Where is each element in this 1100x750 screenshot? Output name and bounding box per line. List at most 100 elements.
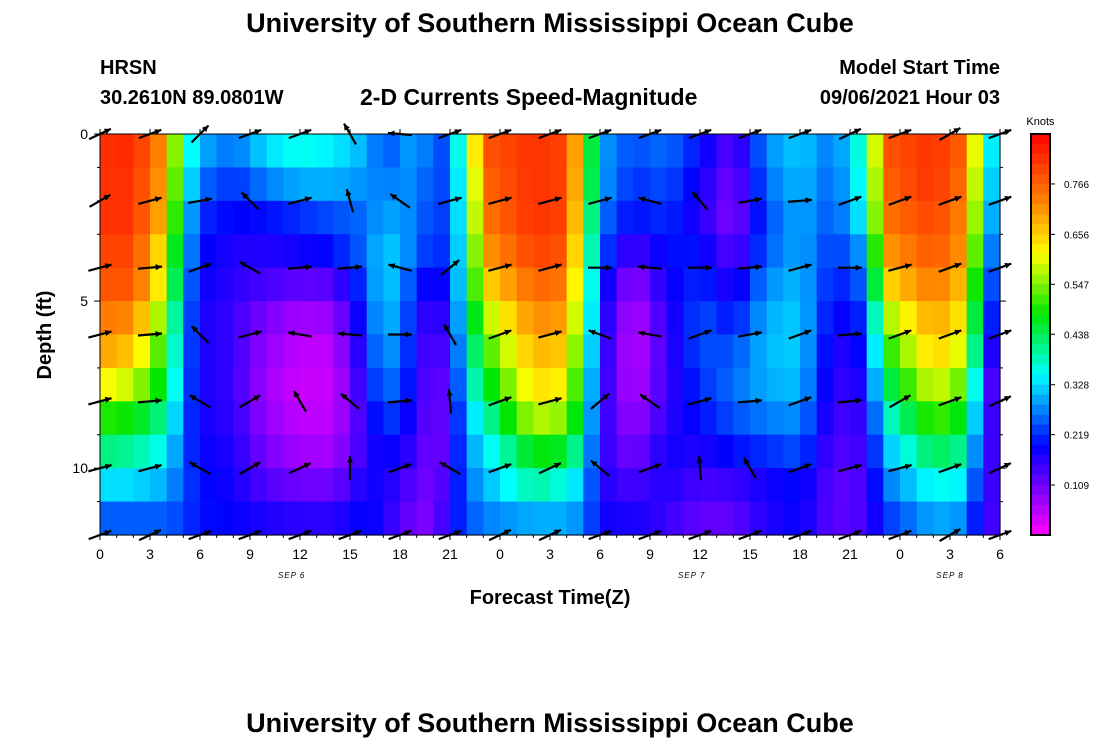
heatmap-cell (666, 134, 684, 169)
current-vector-head (854, 463, 862, 470)
heatmap-cell (966, 267, 984, 302)
heatmap-cell (266, 200, 284, 235)
current-vector-head (303, 463, 311, 469)
x-tick-label: 6 (196, 546, 204, 562)
heatmap-cell (616, 401, 634, 436)
current-vector-head (155, 397, 162, 404)
heatmap-cell (266, 401, 284, 436)
heatmap-cell (616, 367, 634, 402)
heatmap-cell (866, 267, 884, 302)
current-vector-head (804, 329, 812, 336)
heatmap-cell (916, 134, 934, 169)
heatmap-cell (700, 301, 718, 336)
current-vector-head (504, 329, 512, 336)
heatmap-cell (516, 234, 534, 269)
heatmap-cell (633, 434, 651, 469)
x-tick-label: 3 (946, 546, 954, 562)
current-vector-head (654, 129, 662, 135)
colorbar-segment (1031, 274, 1050, 285)
heatmap-cell (100, 434, 118, 469)
heatmap-cell (783, 334, 801, 369)
heatmap-cell (650, 301, 668, 336)
heatmap-cell (300, 468, 318, 503)
heatmap-cell (766, 501, 784, 536)
heatmap-cell (233, 234, 251, 269)
heatmap-cell (416, 301, 434, 336)
heatmap-cell (433, 334, 451, 369)
current-vector-head (804, 463, 812, 470)
x-tick-label: 15 (742, 546, 758, 562)
colorbar-segment (1031, 284, 1050, 296)
heatmap-cell (633, 134, 651, 169)
heatmap-cell (750, 200, 768, 235)
heatmap-cell (700, 367, 718, 402)
heatmap-cell (350, 434, 368, 469)
current-vector-head (554, 263, 562, 270)
colorbar-segment (1031, 464, 1050, 476)
heatmap-cell (666, 200, 684, 235)
heatmap-cell (500, 434, 518, 469)
heatmap-cell (616, 167, 634, 202)
y-axis-label: Depth (ft) (34, 291, 56, 380)
heatmap-cell (350, 234, 368, 269)
heatmap-cell (150, 234, 168, 269)
heatmap-cell (816, 167, 834, 202)
heatmap-cell (666, 367, 684, 402)
heatmap-cell (633, 468, 651, 503)
heatmap-cell (550, 234, 568, 269)
heatmap-cell (933, 334, 951, 369)
date-label: SEP 7 (678, 571, 705, 580)
heatmap-cell (100, 167, 118, 202)
heatmap-cell (700, 167, 718, 202)
heatmap-cell (933, 401, 951, 436)
current-vector-head (954, 262, 962, 269)
heatmap-cell (933, 434, 951, 469)
heatmap-cell (783, 234, 801, 269)
heatmap-cell (966, 301, 984, 336)
current-vector-head (904, 329, 912, 336)
heatmap-cell (766, 200, 784, 235)
heatmap-cell (750, 434, 768, 469)
heatmap-cell (100, 267, 118, 302)
heatmap-cell (233, 267, 251, 302)
heatmap-cell (850, 301, 868, 336)
heatmap-cell (633, 367, 651, 402)
heatmap-cell (683, 401, 701, 436)
heatmap-cell (316, 167, 334, 202)
heatmap-cell (900, 267, 918, 302)
heatmap-cell (500, 301, 518, 336)
heatmap-cell (133, 501, 151, 536)
heatmap-cell (300, 167, 318, 202)
colorbar-segment (1031, 474, 1050, 486)
heatmap-cell (733, 200, 751, 235)
heatmap-cell (350, 334, 368, 369)
date-label: SEP 6 (278, 571, 305, 580)
x-tick-label: 18 (392, 546, 408, 562)
heatmap-cell (433, 267, 451, 302)
current-vector-head (638, 330, 645, 337)
heatmap-cell (933, 134, 951, 169)
current-vector-head (744, 457, 750, 465)
heatmap-cell (216, 367, 234, 402)
heatmap-cell (766, 301, 784, 336)
heatmap-cell (600, 267, 618, 302)
colorbar-segment (1031, 254, 1050, 265)
heatmap-cell (716, 501, 734, 536)
current-vector-head (640, 394, 648, 401)
heatmap-cell (183, 501, 201, 536)
heatmap-cell (983, 267, 1001, 302)
colorbar-segment (1031, 234, 1050, 245)
current-vector-head (405, 397, 412, 404)
current-vector-head (204, 262, 212, 269)
heatmap-cell (750, 267, 768, 302)
colorbar-segment (1031, 374, 1050, 386)
heatmap-cell (283, 267, 301, 302)
current-vector-head (755, 397, 762, 404)
heatmap-cell (116, 200, 134, 235)
heatmap-cell (816, 401, 834, 436)
current-vector-head (405, 331, 412, 338)
heatmap-cell (916, 301, 934, 336)
heatmap-cell (266, 468, 284, 503)
current-vector-head (204, 530, 212, 536)
colorbar-tick-label: 0.328 (1064, 381, 1089, 392)
